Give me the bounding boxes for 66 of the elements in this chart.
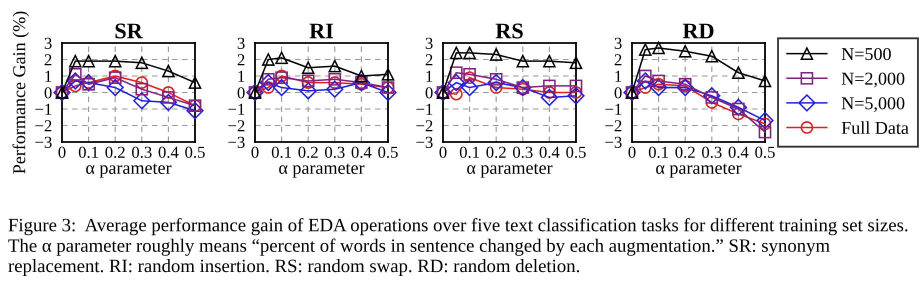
legend-label: Full Data bbox=[842, 121, 909, 134]
y-tick-label: 2 bbox=[614, 54, 622, 66]
chart-title: RD bbox=[682, 24, 714, 38]
y-tick-label: 3 bbox=[44, 38, 52, 49]
x-axis-title: α parameter bbox=[467, 164, 552, 178]
y-tick-label: −1 bbox=[35, 104, 52, 115]
legend-label: N=500 bbox=[842, 48, 891, 60]
x-tick-label: 0.2 bbox=[298, 146, 318, 158]
x-tick-label: 0.3 bbox=[325, 146, 345, 158]
y-tick-label: −2 bbox=[416, 120, 432, 132]
x-axis-title: α parameter bbox=[86, 164, 172, 178]
x-tick-label: 0.5 bbox=[755, 146, 775, 158]
y-tick-label: 3 bbox=[426, 38, 433, 49]
chart-title: RI bbox=[310, 24, 334, 38]
x-tick-label: 0.4 bbox=[352, 146, 372, 158]
chart-title: RS bbox=[496, 24, 523, 38]
x-tick-label: 0.3 bbox=[132, 146, 152, 158]
y-tick-label: −2 bbox=[35, 120, 52, 132]
legend-label: N=2,000 bbox=[842, 72, 904, 88]
x-tick-label: 0.4 bbox=[540, 146, 560, 158]
y-tick-label: −1 bbox=[228, 104, 244, 115]
y-tick-label: −1 bbox=[605, 104, 622, 115]
x-tick-label: 0.4 bbox=[158, 146, 179, 158]
y-tick-label: 2 bbox=[44, 54, 52, 66]
x-tick-label: 0 bbox=[58, 146, 66, 158]
y-tick-label: 2 bbox=[426, 54, 432, 66]
y-tick-label: 0 bbox=[426, 87, 433, 98]
legend-label: N=5,000 bbox=[842, 97, 904, 112]
x-tick-label: 0.5 bbox=[378, 146, 398, 158]
y-tick-label: 0 bbox=[614, 87, 622, 98]
x-tick-label: 0 bbox=[251, 146, 259, 158]
x-tick-label: 0.2 bbox=[105, 146, 125, 158]
y-tick-label: 1 bbox=[238, 70, 244, 82]
y-tick-label: 2 bbox=[238, 54, 244, 66]
x-tick-label: 0.1 bbox=[648, 146, 668, 158]
x-tick-label: 0.1 bbox=[78, 146, 98, 158]
caption: Figure 3: Average performance gain of EDA operations over five text classification tasks for different training set sizes. The α parameter roughly means “percent of words in sentence changed by each augmentation.” SR: synonym replacement. RI: random insertion. RS: random swap. RD: random deletion. bbox=[8, 218, 908, 276]
y-tick-label: 1 bbox=[615, 70, 622, 82]
x-tick-label: 0.1 bbox=[272, 146, 292, 158]
y-axis-title: Performance Gain (%) bbox=[12, 12, 29, 174]
x-tick-label: 0.3 bbox=[702, 146, 722, 158]
y-tick-label: −3 bbox=[228, 136, 245, 148]
y-tick-label: −2 bbox=[228, 120, 244, 132]
y-tick-label: −1 bbox=[416, 104, 432, 115]
chart-title: SR bbox=[115, 24, 143, 38]
y-tick-label: −3 bbox=[605, 136, 622, 148]
y-tick-label: −3 bbox=[416, 136, 433, 148]
y-tick-label: 1 bbox=[45, 70, 52, 82]
y-tick-label: 1 bbox=[426, 70, 432, 82]
x-tick-label: 0.4 bbox=[728, 146, 749, 158]
x-tick-label: 0.1 bbox=[460, 146, 480, 158]
x-tick-label: 0.5 bbox=[566, 146, 586, 158]
y-tick-label: −3 bbox=[35, 136, 52, 148]
x-tick-label: 0 bbox=[628, 146, 636, 158]
x-tick-label: 0 bbox=[439, 146, 447, 158]
x-tick-label: 0.2 bbox=[675, 146, 695, 158]
y-tick-label: −2 bbox=[605, 120, 622, 132]
y-tick-label: 3 bbox=[614, 38, 622, 49]
x-tick-label: 0.3 bbox=[513, 146, 533, 158]
x-axis-title: α parameter bbox=[279, 164, 364, 178]
y-tick-label: 0 bbox=[44, 87, 52, 98]
y-tick-label: 0 bbox=[238, 87, 245, 98]
x-tick-label: 0.5 bbox=[185, 146, 205, 158]
y-tick-label: 3 bbox=[238, 38, 245, 49]
x-tick-label: 0.2 bbox=[486, 146, 506, 158]
x-axis-title: α parameter bbox=[656, 164, 742, 178]
